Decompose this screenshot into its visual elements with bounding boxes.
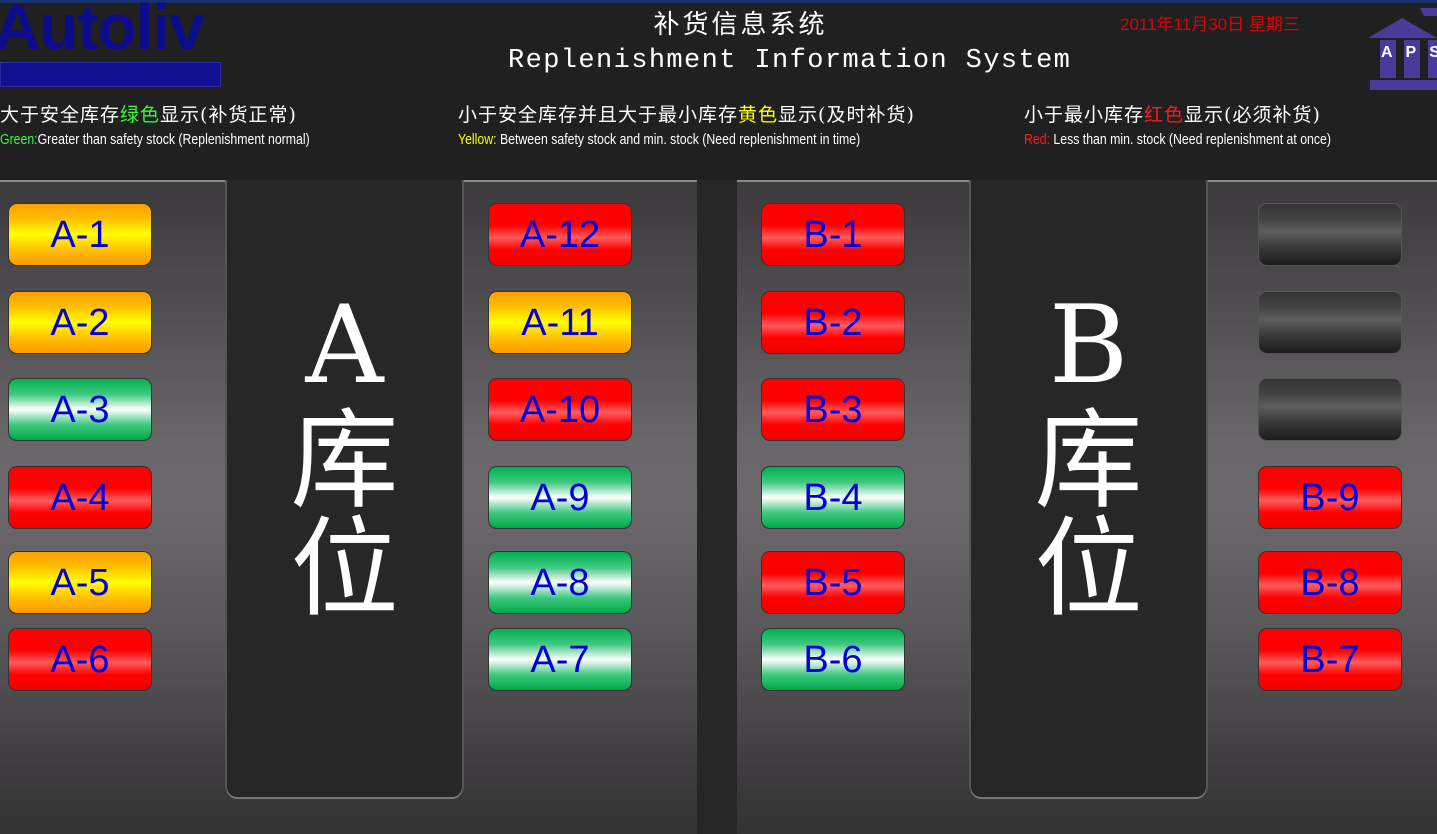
legend-text: 显示(及时补货) xyxy=(778,104,915,126)
zone-a-label-panel: A 库 位 xyxy=(227,180,462,797)
legend-color-word: 黄色 xyxy=(738,104,779,126)
legend-key: Red: xyxy=(1024,131,1050,148)
page-title-cn: 补货信息系统 xyxy=(0,4,1437,41)
title-cn-text: 补货信息系统 xyxy=(653,10,828,40)
aps-logo-text: APS xyxy=(1381,44,1437,61)
bin-a-1[interactable]: A-1 xyxy=(8,203,152,266)
legend-desc: Greater than safety stock (Replenishment… xyxy=(37,131,310,148)
zone-a-char: 位 xyxy=(290,507,399,632)
bin-a-7[interactable]: A-7 xyxy=(488,628,632,691)
date-display: 2011年11月30日 星期三 xyxy=(1120,15,1300,34)
zone-b-char: 位 xyxy=(1034,507,1143,632)
zone-b-letter: B xyxy=(1048,283,1129,408)
legend-yellow: 小于安全库存并且大于最小库存黄色显示(及时补货) Yellow: Between… xyxy=(458,100,949,148)
zone-a-letter: A xyxy=(305,283,384,408)
bin-b-6[interactable]: B-6 xyxy=(761,628,905,691)
legend-green: 大于安全库存绿色显示(补货正常) Green:Greater than safe… xyxy=(0,100,378,148)
page-title-en: Replenishment Information System xyxy=(508,46,1072,76)
zone-b-label-panel: B 库 位 xyxy=(971,180,1206,797)
legend-text: 显示(补货正常) xyxy=(160,104,297,126)
bin-a-3[interactable]: A-3 xyxy=(8,378,152,441)
legend-key: Green: xyxy=(0,131,38,148)
aps-logo xyxy=(1368,8,1437,90)
legend-text: 显示(必须补货) xyxy=(1184,104,1321,126)
bin-a-10[interactable]: A-10 xyxy=(488,378,632,441)
legend-desc: Less than min. stock (Need replenishment… xyxy=(1049,131,1331,148)
zone-divider xyxy=(697,180,737,834)
bin-b-3[interactable]: B-3 xyxy=(761,378,905,441)
top-border xyxy=(0,0,1437,3)
autoliv-logo: Autoliv xyxy=(0,0,222,88)
bin-a-12[interactable]: A-12 xyxy=(488,203,632,266)
legend-color-word: 绿色 xyxy=(120,104,161,126)
legend-text: 小于最小库存 xyxy=(1024,104,1145,126)
bin-b-7[interactable]: B-7 xyxy=(1258,628,1402,691)
bin-a-4[interactable]: A-4 xyxy=(8,466,152,529)
bin-a-9[interactable]: A-9 xyxy=(488,466,632,529)
legend-text: 大于安全库存 xyxy=(0,104,121,126)
bin-b-5[interactable]: B-5 xyxy=(761,551,905,614)
legend-key: Yellow: xyxy=(458,131,497,148)
legend-text: 小于安全库存并且大于最小库存 xyxy=(458,104,739,126)
bin-b-9[interactable]: B-9 xyxy=(1258,466,1402,529)
bin-b-2[interactable]: B-2 xyxy=(761,291,905,354)
legend-desc: Between safety stock and min. stock (Nee… xyxy=(496,131,861,148)
bin-b-8[interactable]: B-8 xyxy=(1258,551,1402,614)
bin-b-1[interactable]: B-1 xyxy=(761,203,905,266)
zone-a-char: 库 xyxy=(290,399,399,524)
bin-a-5[interactable]: A-5 xyxy=(8,551,152,614)
bin-a-8[interactable]: A-8 xyxy=(488,551,632,614)
legend-red: 小于最小库存红色显示(必须补货) Red: Less than min. sto… xyxy=(1024,100,1398,148)
bin-empty-slot[interactable] xyxy=(1258,203,1402,266)
bin-a-6[interactable]: A-6 xyxy=(8,628,152,691)
bin-b-4[interactable]: B-4 xyxy=(761,466,905,529)
bin-empty-slot[interactable] xyxy=(1258,378,1402,441)
bin-a-11[interactable]: A-11 xyxy=(488,291,632,354)
legend-color-word: 红色 xyxy=(1144,104,1185,126)
zone-b-char: 库 xyxy=(1034,399,1143,524)
bin-a-2[interactable]: A-2 xyxy=(8,291,152,354)
bin-empty-slot[interactable] xyxy=(1258,291,1402,354)
